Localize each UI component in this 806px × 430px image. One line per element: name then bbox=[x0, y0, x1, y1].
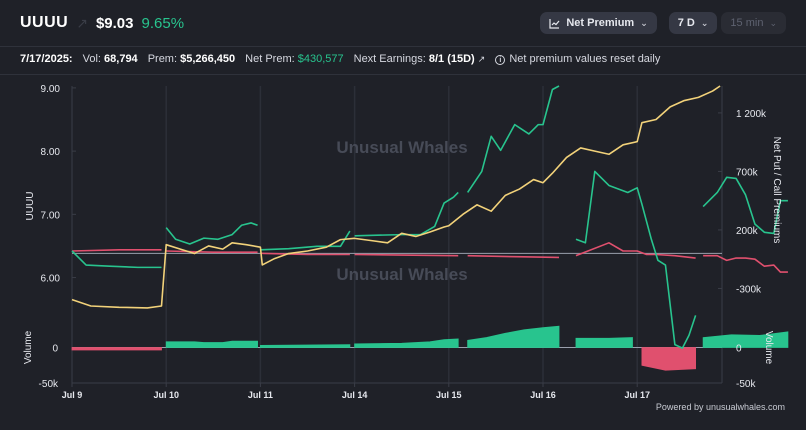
left-tick-label: 7.00 bbox=[41, 210, 61, 221]
net-prem-label: Net Prem: bbox=[245, 53, 295, 65]
x-tick-label: Jul 16 bbox=[530, 390, 556, 400]
stats-vol: Vol: 68,794 bbox=[83, 53, 138, 65]
x-tick-label: Jul 10 bbox=[153, 390, 179, 400]
left-tick-label: 6.00 bbox=[41, 274, 61, 285]
call-premium-line bbox=[354, 191, 459, 237]
volume-area-positive bbox=[165, 340, 258, 348]
volume-right-tick-label: 0 bbox=[736, 344, 742, 355]
stats-note: i Net premium values reset daily bbox=[495, 53, 660, 66]
chevron-down-icon: ⌄ bbox=[640, 17, 648, 28]
volume-area-negative bbox=[71, 347, 162, 351]
earnings-value: 8/1 (15D) bbox=[428, 53, 475, 65]
right-tick-label: 200k bbox=[736, 226, 759, 237]
put-premium-line bbox=[166, 250, 258, 253]
call-premium-line bbox=[260, 230, 351, 251]
left-tick-label: 8.00 bbox=[41, 147, 61, 158]
info-icon[interactable]: i bbox=[495, 55, 506, 66]
range-select[interactable]: 7 D ⌄ bbox=[668, 12, 718, 34]
range-label: 7 D bbox=[677, 17, 695, 29]
call-premium-line bbox=[165, 222, 258, 245]
header-divider bbox=[0, 46, 806, 47]
watermark-bottom: Unusual Whales bbox=[336, 265, 467, 284]
interval-select[interactable]: 15 min ⌄ bbox=[721, 12, 786, 34]
volume-left-tick-label: 0 bbox=[52, 344, 58, 355]
ticker-symbol[interactable]: UUUU bbox=[20, 14, 69, 31]
external-link-icon[interactable]: ↗ bbox=[76, 14, 88, 31]
header: UUUU ↗ $9.03 9.65% bbox=[0, 0, 806, 46]
x-tick-label: Jul 14 bbox=[342, 390, 368, 400]
chart-controls: Net Premium ⌄ 7 D ⌄ 15 min ⌄ bbox=[540, 12, 786, 34]
external-link-icon[interactable]: ↗ bbox=[477, 54, 486, 64]
range-group: 7 D ⌄ 15 min ⌄ bbox=[668, 12, 786, 34]
earnings-label: Next Earnings: bbox=[353, 53, 426, 65]
put-premium-line bbox=[703, 254, 788, 273]
put-premium-line bbox=[71, 249, 162, 252]
volume-right-title: Volume bbox=[763, 331, 774, 365]
prem-label: Prem: bbox=[147, 53, 178, 65]
right-tick-label: 700k bbox=[736, 167, 759, 178]
metric-select[interactable]: Net Premium ⌄ bbox=[540, 12, 657, 34]
volume-area-positive bbox=[260, 344, 351, 348]
interval-label: 15 min bbox=[730, 17, 764, 29]
x-tick-label: Jul 11 bbox=[248, 390, 273, 400]
series-layer bbox=[71, 85, 789, 371]
volume-area-positive bbox=[575, 337, 633, 348]
stats-prem: Prem: $5,266,450 bbox=[148, 53, 235, 65]
stats-earnings: Next Earnings: 8/1 (15D) ↗ bbox=[354, 53, 486, 65]
note-text: Net premium values reset daily bbox=[509, 52, 661, 65]
call-premium-line bbox=[702, 176, 788, 235]
put-premium-line bbox=[354, 253, 459, 257]
x-tick-label: Jul 15 bbox=[436, 390, 462, 400]
vol-label: Vol: bbox=[82, 53, 101, 65]
call-premium-line bbox=[71, 250, 162, 269]
put-premium-line bbox=[575, 242, 696, 259]
x-tick-label: Jul 17 bbox=[624, 390, 650, 400]
prem-value: $5,266,450 bbox=[180, 53, 236, 65]
left-axis-title: UUUU bbox=[25, 192, 36, 221]
metric-label: Net Premium bbox=[566, 17, 635, 29]
vol-value: 68,794 bbox=[104, 53, 138, 65]
right-tick-label: 1 200k bbox=[736, 109, 767, 120]
net-prem-value: $430,577 bbox=[297, 53, 344, 65]
powered-by[interactable]: Powered by unusualwhales.com bbox=[655, 402, 785, 412]
stats-date: 7/17/2025: bbox=[20, 53, 73, 65]
volume-area-negative bbox=[641, 347, 697, 371]
stats-divider bbox=[0, 74, 806, 75]
price-line bbox=[71, 85, 721, 309]
axes-layer: 9.00 8.00 7.00 6.00 1 200k 700k 200k -300k 0 -50k… bbox=[23, 84, 782, 400]
line-chart-icon bbox=[549, 18, 560, 29]
right-tick-label: -300k bbox=[736, 284, 762, 295]
x-tick-label: Jul 9 bbox=[62, 390, 83, 400]
call-premium-line bbox=[575, 170, 697, 349]
volume-area-positive bbox=[702, 331, 789, 348]
put-premium-line bbox=[467, 254, 560, 259]
volume-right-tick-label: -50k bbox=[736, 379, 756, 390]
volume-area-positive bbox=[467, 325, 560, 348]
chart-svg[interactable]: Unusual Whales Unusual Whales 9.00 8.00 7.… bbox=[0, 76, 806, 406]
chevron-down-icon: ⌄ bbox=[700, 17, 709, 28]
stats-net-prem: Net Prem: $430,577 bbox=[245, 53, 343, 65]
price: $9.03 bbox=[95, 14, 134, 32]
volume-area-positive bbox=[354, 338, 459, 348]
chevron-down-icon: ⌄ bbox=[769, 17, 777, 28]
volume-left-tick-label: -50k bbox=[39, 379, 59, 390]
stats-bar: 7/17/2025: Vol: 68,794 Prem: $5,266,450 … bbox=[20, 52, 660, 66]
call-premium-line bbox=[466, 85, 560, 193]
price-change: 9.65% bbox=[141, 14, 185, 32]
right-axis-title: Net Put / Call Premiums bbox=[771, 137, 782, 244]
left-tick-label: 9.00 bbox=[41, 84, 61, 95]
put-premium-line bbox=[260, 252, 350, 256]
watermark-top: Unusual Whales bbox=[336, 138, 467, 157]
volume-left-title: Volume bbox=[23, 330, 34, 364]
